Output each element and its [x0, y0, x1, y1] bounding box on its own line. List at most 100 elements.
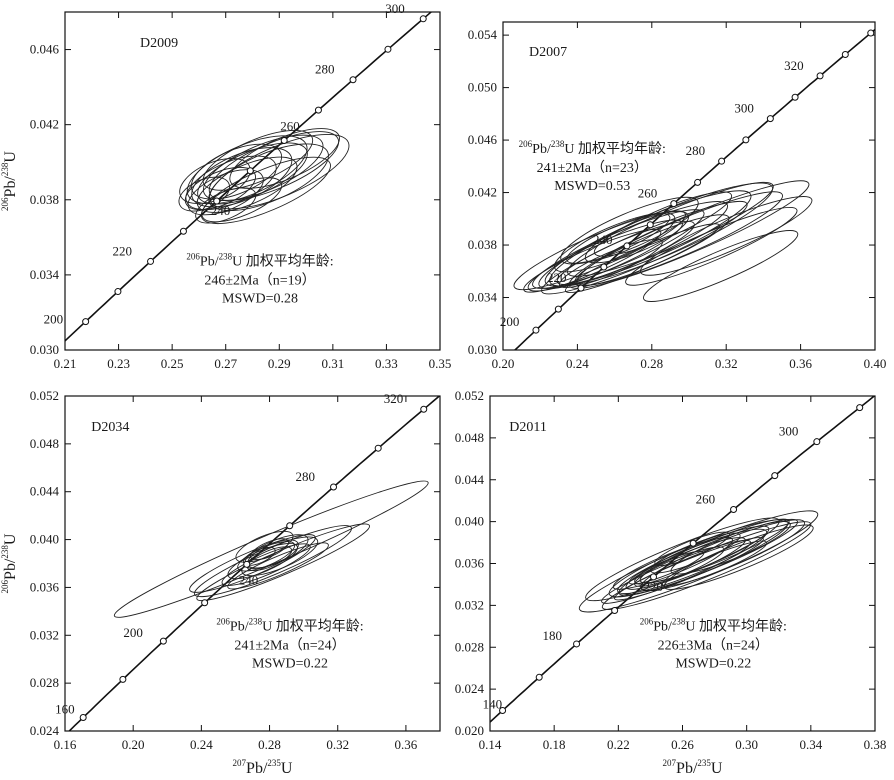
- error-ellipse: [553, 212, 676, 273]
- y-tick-label: 0.036: [30, 579, 60, 594]
- age-label: 260: [696, 492, 716, 507]
- x-tick-label: 0.16: [54, 737, 77, 752]
- weighted-age-title-part: U 加权平均年龄:: [564, 141, 666, 157]
- age-marker: [330, 483, 338, 491]
- x-tick-label: 0.18: [543, 737, 566, 752]
- x-tick-label: 0.36: [395, 737, 418, 752]
- y-tick-label: 0.020: [455, 723, 484, 738]
- age-marker: [867, 29, 875, 37]
- x-axis-title-part: /: [693, 760, 698, 777]
- age-marker: [771, 472, 779, 480]
- age-marker: [689, 539, 697, 547]
- mswd-value: MSWD=0.22: [252, 657, 328, 672]
- x-tick-label: 0.29: [268, 356, 291, 371]
- y-tick-label: 0.028: [30, 675, 59, 690]
- x-axis-title-part: Pb: [676, 760, 693, 777]
- age-label: 140: [483, 697, 503, 712]
- age-marker: [742, 136, 750, 144]
- age-marker: [816, 72, 824, 80]
- age-label: 300: [385, 1, 405, 16]
- error-ellipse: [202, 130, 314, 191]
- age-label: 220: [644, 579, 664, 594]
- age-label: 240: [593, 232, 613, 247]
- plot-area: [65, 12, 433, 343]
- weighted-age-title-part: 238: [219, 252, 233, 262]
- age-marker: [286, 522, 294, 530]
- y-axis-title-part: /: [2, 176, 19, 181]
- weighted-age-title: 206Pb/238U 加权平均年龄:: [186, 252, 333, 270]
- x-axis-title: 207Pb/235U: [233, 758, 293, 777]
- error-ellipse: [191, 147, 293, 208]
- age-marker: [791, 93, 799, 101]
- error-ellipse: [560, 196, 699, 265]
- y-tick-label: 0.030: [30, 342, 59, 357]
- x-axis-title: 207Pb/235U: [663, 758, 723, 777]
- weighted-age-value: 241±2Ma（n=23）: [537, 160, 648, 176]
- panel-d2011: 0.14 0.18 0.22 0.26 0.30 0.34 0.38 0.020 0.024 0.…: [455, 388, 887, 752]
- x-tick-label: 0.38: [864, 737, 887, 752]
- mswd-value: MSWD=0.53: [554, 179, 630, 194]
- y-tick-label: 0.040: [455, 514, 484, 529]
- error-ellipse: [640, 196, 813, 276]
- error-ellipse: [178, 176, 231, 212]
- error-ellipse: [200, 156, 331, 225]
- y-axis-title-part: Pb: [2, 563, 19, 580]
- y-tick-label: 0.048: [30, 436, 59, 451]
- panel-d2007: 0.20 0.24 0.28 0.32 0.36 0.40 0.030 0.034 0.038 0…: [468, 21, 886, 371]
- age-label: 240: [239, 572, 259, 587]
- x-tick-label: 0.32: [715, 356, 738, 371]
- y-axis-title-part: /: [2, 558, 19, 563]
- x-tick-label: 0.28: [640, 356, 663, 371]
- x-tick-label: 0.14: [479, 737, 502, 752]
- age-marker: [600, 263, 608, 271]
- weighted-age-title: 206Pb/238U 加权平均年龄:: [519, 139, 666, 157]
- error-ellipse: [654, 531, 730, 567]
- y-axis-title: 206Pb/238U: [0, 533, 19, 593]
- error-ellipse: [564, 223, 721, 293]
- y-tick-label: 0.050: [468, 80, 497, 95]
- age-label: 260: [280, 118, 300, 133]
- age-marker: [384, 45, 392, 53]
- y-tick-label: 0.032: [30, 627, 59, 642]
- error-ellipse: [625, 207, 798, 286]
- plot-area: [513, 28, 875, 350]
- age-marker: [718, 157, 726, 165]
- error-ellipse: [246, 546, 293, 572]
- y-tick-label: 0.042: [468, 185, 497, 200]
- age-label: 160: [55, 701, 74, 716]
- age-label: 220: [547, 270, 567, 285]
- age-marker: [766, 115, 774, 123]
- age-label: 280: [315, 62, 335, 77]
- weighted-age-title-part: U 加权平均年龄:: [232, 254, 334, 270]
- error-ellipse: [235, 530, 294, 563]
- error-ellipse: [576, 191, 783, 286]
- age-label: 300: [779, 424, 799, 439]
- x-tick-label: 0.31: [321, 356, 344, 371]
- age-marker: [694, 178, 702, 186]
- y-tick-label: 0.038: [30, 192, 59, 207]
- y-tick-label: 0.028: [455, 639, 484, 654]
- error-ellipse: [193, 525, 352, 598]
- age-marker: [349, 76, 357, 84]
- y-tick-label: 0.044: [455, 472, 485, 487]
- y-axis-title-text: 206Pb/238U: [0, 533, 19, 593]
- error-ellipse: [227, 542, 329, 590]
- weighted-age-title: 206Pb/238U 加权平均年龄:: [640, 617, 787, 635]
- x-tick-label: 0.21: [54, 356, 77, 371]
- age-marker: [646, 221, 654, 229]
- error-ellipse: [202, 134, 324, 202]
- error-ellipse: [201, 177, 283, 223]
- age-marker: [147, 257, 155, 265]
- plot-area: [68, 396, 440, 731]
- x-tick-label: 0.30: [735, 737, 758, 752]
- x-axis-title-part: 207: [233, 758, 247, 768]
- y-tick-label: 0.024: [455, 681, 485, 696]
- error-ellipse: [670, 521, 791, 575]
- y-tick-label: 0.036: [455, 556, 485, 571]
- y-tick-label: 0.052: [30, 388, 59, 403]
- x-axis-title-part: 207: [663, 758, 677, 768]
- weighted-age-title-part: U 加权平均年龄:: [685, 619, 787, 635]
- age-marker: [201, 599, 209, 607]
- age-label: 220: [113, 243, 133, 258]
